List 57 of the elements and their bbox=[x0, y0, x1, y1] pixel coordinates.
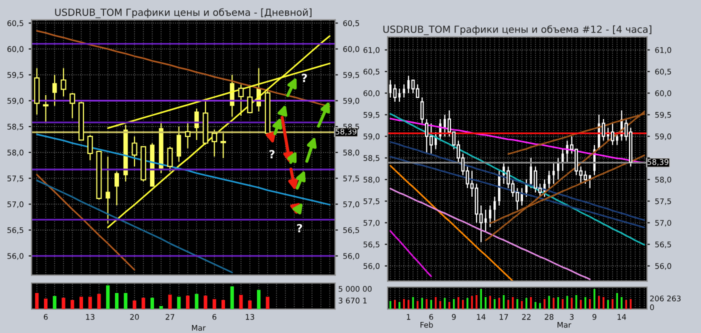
line-series bbox=[36, 180, 233, 274]
bar bbox=[124, 292, 128, 310]
bar bbox=[52, 296, 56, 310]
bar bbox=[204, 296, 208, 310]
bar bbox=[114, 292, 119, 310]
line-series bbox=[390, 188, 591, 280]
bar bbox=[186, 296, 190, 310]
bar bbox=[177, 296, 181, 310]
bar bbox=[212, 299, 216, 310]
candlestick bbox=[238, 84, 244, 116]
bar bbox=[266, 296, 270, 310]
bar bbox=[159, 306, 163, 310]
candlestick bbox=[416, 84, 420, 98]
line-series bbox=[390, 230, 432, 278]
bar bbox=[248, 300, 252, 310]
candlestick bbox=[60, 68, 66, 98]
line-series bbox=[36, 134, 331, 206]
bar bbox=[97, 294, 101, 310]
candlestick bbox=[610, 122, 614, 146]
candlestick bbox=[70, 92, 76, 119]
candlestick bbox=[132, 136, 138, 167]
candlestick bbox=[184, 120, 191, 149]
bar bbox=[150, 298, 154, 310]
bar bbox=[35, 292, 39, 310]
chart-title: USDRUB_TOM Графики цены и объема #12 - [4 часа] bbox=[383, 25, 652, 36]
candlestick bbox=[393, 84, 397, 102]
bar bbox=[230, 286, 234, 310]
line-series bbox=[36, 174, 136, 271]
candlestick bbox=[87, 134, 93, 161]
line-series bbox=[390, 113, 646, 246]
candlestick bbox=[42, 94, 49, 124]
candlestick bbox=[220, 132, 226, 159]
candlestick bbox=[212, 129, 218, 158]
bar bbox=[221, 300, 226, 310]
bar bbox=[256, 290, 261, 310]
bar bbox=[168, 294, 172, 310]
bar bbox=[132, 300, 136, 310]
annotation: ? bbox=[297, 224, 302, 232]
line-series bbox=[390, 141, 646, 221]
annotation: ? bbox=[302, 74, 307, 82]
candlestick bbox=[602, 118, 606, 142]
line-series bbox=[390, 156, 646, 228]
bar bbox=[70, 300, 74, 310]
annotation: ? bbox=[269, 150, 274, 158]
candlestick bbox=[247, 86, 253, 114]
bar bbox=[62, 298, 66, 310]
chart-title: USDRUB_TOM Графики цены и объема - [Дневной] bbox=[55, 8, 312, 18]
bar bbox=[88, 296, 92, 310]
bar bbox=[79, 296, 84, 310]
bar bbox=[44, 298, 48, 310]
candlestick bbox=[167, 146, 173, 172]
bar bbox=[142, 298, 146, 310]
line-series bbox=[390, 164, 514, 282]
bar bbox=[239, 294, 243, 310]
bar bbox=[194, 294, 198, 310]
candlestick bbox=[420, 96, 424, 124]
candlestick bbox=[429, 122, 433, 154]
